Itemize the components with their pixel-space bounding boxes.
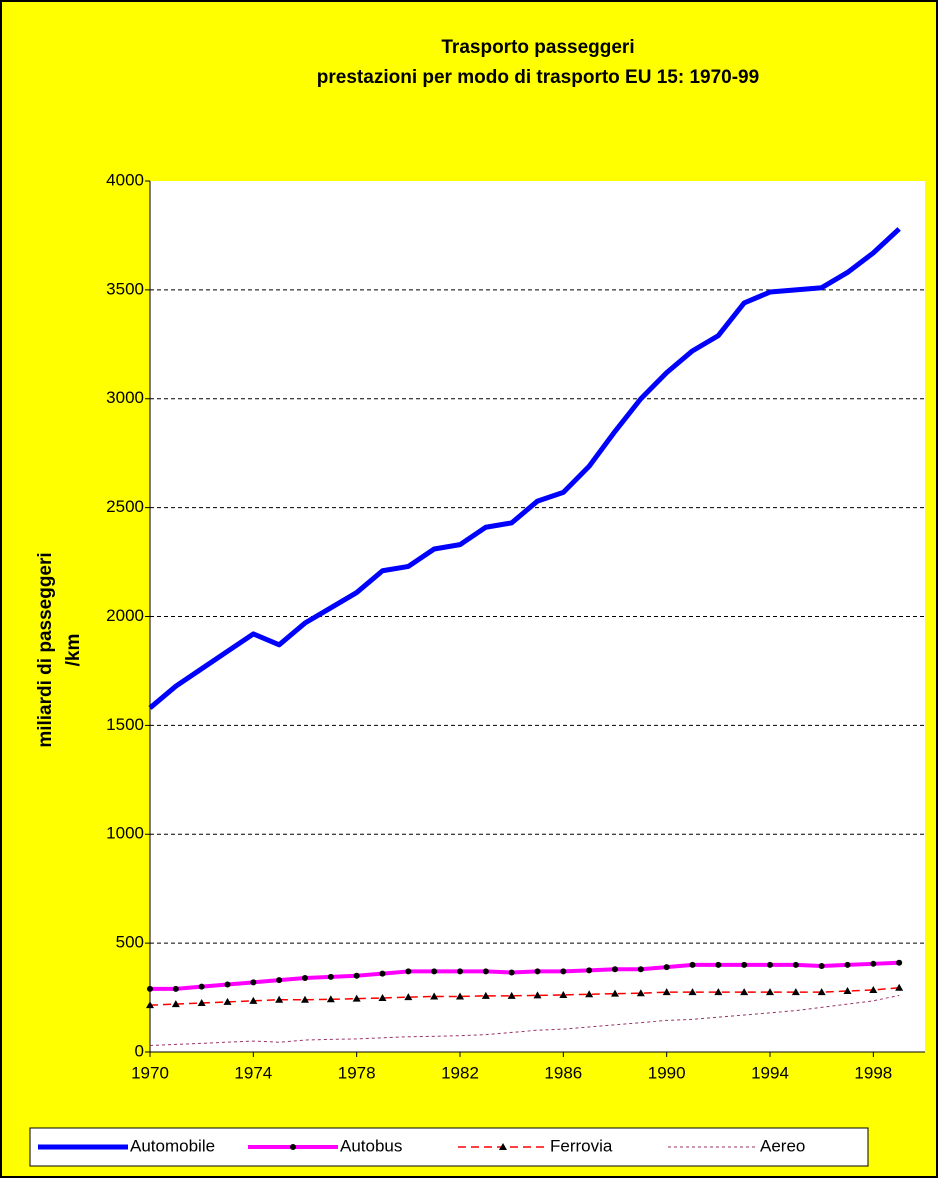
- point: [611, 989, 619, 997]
- legend-label: Autobus: [340, 1136, 402, 1155]
- point: [430, 992, 439, 1000]
- point: [457, 968, 463, 975]
- x-tick-label: 1970: [131, 1063, 169, 1082]
- point: [533, 991, 542, 999]
- y-axis-label: miliardi di passeggeri: [35, 552, 56, 747]
- point: [843, 987, 852, 995]
- legend-label: Ferrovia: [550, 1136, 613, 1155]
- point: [818, 962, 825, 969]
- point: [612, 966, 618, 973]
- series-line: [150, 960, 900, 991]
- point: [379, 970, 386, 977]
- point: [223, 997, 232, 1005]
- point: [740, 988, 749, 996]
- y-tick-label: 4000: [106, 170, 144, 189]
- point: [767, 961, 773, 968]
- point: [766, 988, 774, 996]
- point: [586, 967, 593, 974]
- x-tick-label: 1998: [854, 1063, 892, 1082]
- point: [688, 988, 697, 996]
- point: [171, 1000, 180, 1008]
- point: [327, 973, 334, 980]
- point: [353, 972, 360, 979]
- legend-label: Aereo: [760, 1136, 805, 1155]
- point: [405, 968, 412, 975]
- point: [689, 961, 696, 968]
- point: [741, 961, 748, 968]
- point: [456, 992, 464, 1000]
- x-tick-label: 1978: [338, 1063, 376, 1082]
- point: [636, 989, 645, 997]
- point: [896, 959, 903, 966]
- point: [378, 993, 387, 1001]
- point: [792, 961, 799, 968]
- y-tick-label: 3000: [106, 388, 144, 407]
- point: [869, 985, 878, 993]
- series-line: [149, 994, 900, 1046]
- point: [147, 985, 153, 992]
- x-tick-label: 1982: [441, 1063, 479, 1082]
- point: [431, 968, 438, 975]
- x-tick-label: 1990: [648, 1063, 686, 1082]
- point: [663, 964, 670, 971]
- legend-label: Automobile: [130, 1136, 215, 1155]
- point: [224, 981, 231, 988]
- y-tick-label: 500: [116, 933, 144, 952]
- point: [250, 979, 257, 986]
- point: [844, 961, 851, 968]
- series-line: [149, 987, 900, 1006]
- point: [508, 969, 515, 976]
- x-tick-label: 1974: [234, 1063, 272, 1082]
- point: [585, 990, 594, 998]
- y-tick-label: 0: [135, 1041, 144, 1060]
- point: [559, 990, 568, 998]
- point: [302, 974, 308, 981]
- y-tick-label: 2500: [106, 497, 144, 516]
- point: [301, 995, 309, 1003]
- point: [275, 995, 284, 1003]
- point: [482, 968, 489, 975]
- chart-title: Trasporto passeggeri: [441, 37, 634, 58]
- y-tick-label: 1000: [106, 824, 144, 843]
- point: [499, 1143, 507, 1150]
- point: [895, 983, 904, 991]
- y-tick-label: 2000: [106, 606, 144, 625]
- chart-title: prestazioni per modo di trasporto EU 15:…: [317, 67, 759, 88]
- point: [352, 994, 361, 1002]
- point: [404, 993, 413, 1001]
- point: [481, 991, 490, 999]
- point: [560, 968, 567, 975]
- point: [817, 988, 826, 996]
- x-tick-label: 1986: [544, 1063, 582, 1082]
- point: [172, 985, 179, 992]
- point: [507, 991, 516, 999]
- point: [715, 961, 722, 968]
- x-tick-label: 1994: [751, 1063, 789, 1082]
- series-line: [148, 227, 901, 710]
- point: [326, 995, 335, 1003]
- point: [534, 968, 541, 975]
- point: [146, 1001, 154, 1009]
- y-tick-label: 3500: [106, 279, 144, 298]
- point: [791, 988, 800, 996]
- point: [276, 977, 283, 984]
- point: [870, 960, 877, 967]
- point: [249, 996, 258, 1004]
- point: [662, 988, 671, 996]
- y-tick-label: 1500: [106, 715, 144, 734]
- point: [714, 988, 723, 996]
- point: [198, 983, 205, 990]
- point: [197, 999, 206, 1007]
- y-axis-label: /km: [63, 634, 84, 667]
- point: [637, 966, 644, 973]
- point: [290, 1144, 296, 1150]
